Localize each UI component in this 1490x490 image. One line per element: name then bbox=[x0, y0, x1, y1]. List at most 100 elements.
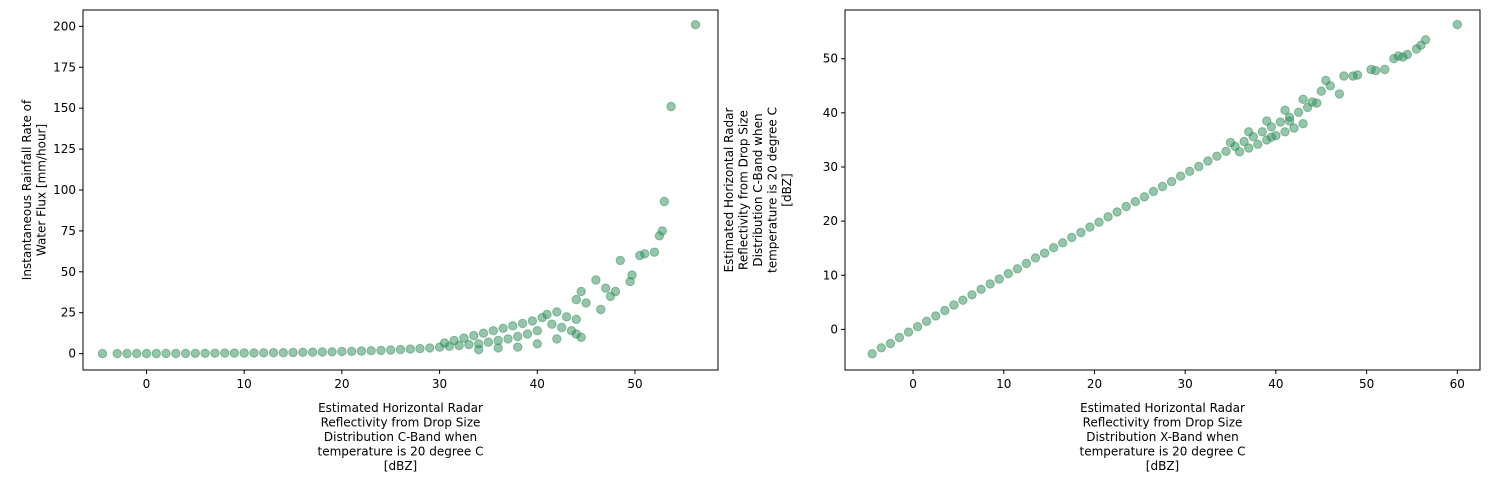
data-point bbox=[1194, 161, 1204, 172]
data-point bbox=[366, 346, 376, 356]
data-point bbox=[488, 326, 498, 336]
data-point bbox=[581, 298, 591, 308]
y-tick-label: 50 bbox=[61, 265, 76, 279]
data-point bbox=[1076, 227, 1086, 238]
data-point bbox=[259, 348, 269, 358]
y-tick-label: 0 bbox=[830, 322, 838, 336]
data-point bbox=[474, 344, 484, 355]
data-point bbox=[493, 343, 503, 353]
data-point bbox=[1003, 268, 1013, 279]
data-point bbox=[1234, 147, 1245, 157]
data-point bbox=[469, 330, 479, 341]
scatter-series bbox=[867, 19, 1463, 359]
data-point bbox=[547, 319, 557, 329]
data-point bbox=[949, 300, 959, 310]
x-axis-label-line: Reflectivity from Drop Size bbox=[321, 416, 481, 430]
y-tick-label: 200 bbox=[53, 19, 76, 33]
data-point bbox=[532, 326, 542, 336]
x-tick-label: 60 bbox=[1450, 377, 1465, 391]
y-axis-label-line: Estimated Horizontal Radar bbox=[722, 108, 736, 273]
data-point bbox=[571, 294, 581, 305]
data-point bbox=[931, 311, 941, 321]
x-tick-label: 40 bbox=[530, 377, 545, 391]
data-point bbox=[151, 348, 162, 359]
data-point bbox=[1039, 248, 1050, 258]
data-point bbox=[1334, 89, 1345, 99]
data-point bbox=[940, 305, 950, 316]
data-point bbox=[1380, 64, 1390, 75]
data-point bbox=[356, 346, 367, 356]
data-point bbox=[288, 347, 298, 358]
data-point bbox=[571, 329, 581, 339]
data-point bbox=[1293, 107, 1304, 118]
y-tick-label: 10 bbox=[823, 268, 838, 282]
data-point bbox=[513, 342, 523, 352]
data-point bbox=[1012, 264, 1023, 274]
data-point bbox=[229, 348, 240, 358]
x-tick-label: 20 bbox=[1087, 377, 1102, 391]
data-point bbox=[1244, 127, 1254, 137]
data-point bbox=[532, 339, 542, 349]
data-point bbox=[386, 345, 396, 355]
data-point bbox=[527, 316, 538, 326]
data-point bbox=[561, 312, 572, 322]
data-point bbox=[1275, 117, 1286, 127]
data-point bbox=[1225, 137, 1236, 148]
data-point bbox=[1298, 94, 1308, 105]
y-axis-label-line: Instantaneous Rainfall Rate of bbox=[20, 99, 34, 280]
data-point bbox=[615, 255, 625, 266]
data-point bbox=[596, 304, 606, 315]
data-point bbox=[1121, 201, 1131, 212]
x-axis-label-line: temperature is 20 degree C bbox=[1080, 445, 1246, 459]
data-point bbox=[1244, 143, 1254, 153]
data-point bbox=[1058, 238, 1068, 248]
chart-panel-1: 0 10 20 30 40 50 0 25 50 75 100 125 150 175 200 Estimat… bbox=[20, 9, 719, 473]
y-axis-label-line: Reflectivity from Drop Size bbox=[737, 110, 751, 270]
data-point bbox=[666, 101, 676, 112]
y-tick-label: 50 bbox=[823, 52, 838, 66]
data-point bbox=[976, 284, 986, 294]
data-point bbox=[347, 346, 357, 356]
data-point bbox=[200, 348, 210, 358]
data-point bbox=[1257, 127, 1268, 137]
data-point bbox=[517, 318, 528, 329]
data-point bbox=[439, 338, 450, 348]
data-point bbox=[464, 339, 474, 350]
data-point bbox=[132, 348, 142, 359]
data-point bbox=[478, 328, 489, 338]
data-point bbox=[522, 329, 533, 339]
data-point bbox=[307, 347, 318, 357]
data-point bbox=[278, 348, 288, 358]
x-tick-label: 30 bbox=[1178, 377, 1193, 391]
y-axis-label: Instantaneous Rainfall Rate ofWater Flux… bbox=[20, 99, 49, 280]
data-point bbox=[220, 348, 230, 358]
y-axis-label-line: temperature is 20 degree C bbox=[766, 107, 780, 273]
x-tick-label: 10 bbox=[237, 377, 252, 391]
data-point bbox=[317, 347, 327, 357]
data-point bbox=[508, 321, 518, 331]
data-point bbox=[1266, 132, 1277, 142]
y-axis-label-line: Water Flux [mm/hour] bbox=[34, 124, 48, 256]
x-axis-label: Estimated Horizontal Radar Reflectivity f… bbox=[318, 401, 484, 473]
data-point bbox=[415, 343, 425, 354]
plot-frame bbox=[844, 9, 1481, 371]
chart-panel-2: 0 10 20 30 40 50 60 0 10 20 30 40 50 Estimated Horizo… bbox=[722, 9, 1481, 473]
x-axis-label: Estimated Horizontal Radar Reflectivity f… bbox=[1080, 401, 1246, 473]
data-point bbox=[327, 347, 337, 357]
scatter-series bbox=[97, 20, 701, 359]
x-tick-label: 0 bbox=[143, 377, 151, 391]
data-point bbox=[1253, 139, 1263, 150]
data-point bbox=[1280, 127, 1290, 137]
data-point bbox=[210, 348, 220, 358]
data-point bbox=[112, 348, 122, 359]
data-point bbox=[591, 275, 601, 285]
y-tick-label: 100 bbox=[53, 183, 76, 197]
data-point bbox=[1130, 196, 1141, 207]
x-tick-label: 20 bbox=[334, 377, 349, 391]
data-point bbox=[1420, 35, 1431, 45]
data-point bbox=[395, 344, 406, 355]
data-point bbox=[867, 349, 877, 359]
y-axis-label-line: Distribution C-Band when bbox=[751, 113, 765, 266]
data-point bbox=[571, 314, 581, 324]
data-point bbox=[239, 348, 249, 358]
